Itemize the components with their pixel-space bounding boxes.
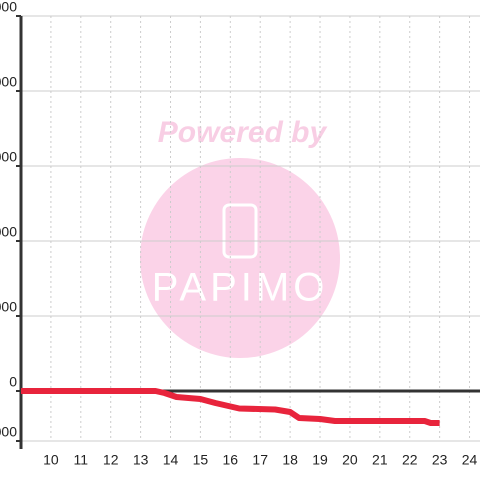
x-tick-label: 13: [133, 452, 149, 468]
x-tick-label: 21: [372, 452, 388, 468]
x-tick-label: 12: [103, 452, 119, 468]
y-tick-label: 120,000: [0, 74, 17, 90]
watermark: Powered by PAPIMO: [140, 116, 340, 358]
y-tick-label: 90,000: [0, 149, 17, 165]
x-tick-label: 16: [223, 452, 239, 468]
y-tick-label: -20,000: [0, 424, 17, 440]
watermark-text: Powered by: [158, 116, 328, 149]
watermark-icon: [222, 203, 258, 259]
x-tick-label: 10: [43, 452, 59, 468]
x-tick-label: 11: [74, 452, 89, 468]
x-tick-label: 17: [252, 452, 268, 468]
y-tick-label: 0: [9, 374, 17, 390]
x-tick-label: 20: [342, 452, 358, 468]
y-tick-label: 150,000: [0, 0, 17, 15]
y-tick-label: 60,000: [0, 224, 17, 240]
x-tick-label: 24: [462, 452, 478, 468]
watermark-logo: PAPIMO: [152, 266, 329, 310]
x-tick-label: 19: [312, 452, 328, 468]
data-line: [21, 388, 440, 426]
x-tick-label: 18: [282, 452, 298, 468]
x-tick-label: 15: [193, 452, 209, 468]
y-tick-label: 30,000: [0, 299, 17, 315]
x-tick-label: 22: [402, 452, 418, 468]
x-tick-label: 14: [163, 452, 179, 468]
x-tick-label: 23: [432, 452, 448, 468]
